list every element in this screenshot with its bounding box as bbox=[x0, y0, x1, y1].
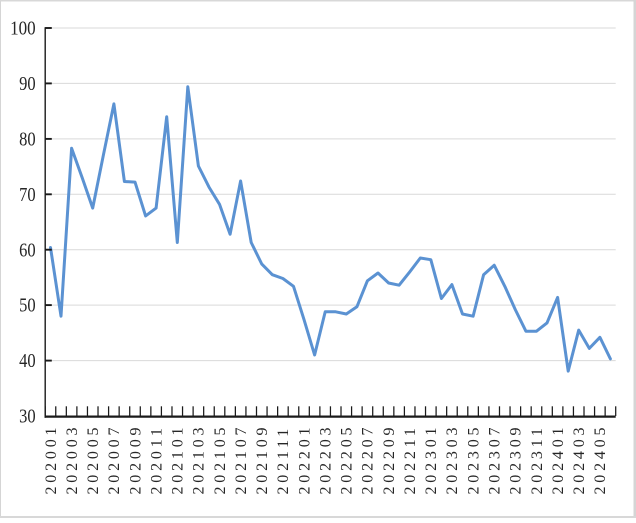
svg-text:202303: 202303 bbox=[444, 424, 461, 495]
svg-text:202211: 202211 bbox=[402, 424, 419, 494]
svg-text:202101: 202101 bbox=[170, 424, 187, 495]
svg-text:60: 60 bbox=[19, 239, 36, 261]
svg-text:70: 70 bbox=[19, 184, 36, 206]
svg-text:202203: 202203 bbox=[318, 424, 335, 495]
svg-text:202209: 202209 bbox=[381, 424, 398, 495]
svg-text:202003: 202003 bbox=[64, 424, 81, 495]
svg-text:202007: 202007 bbox=[106, 424, 123, 495]
svg-text:202103: 202103 bbox=[191, 424, 208, 495]
svg-text:30: 30 bbox=[19, 406, 36, 428]
svg-text:202301: 202301 bbox=[423, 424, 440, 495]
svg-text:202011: 202011 bbox=[148, 424, 165, 494]
svg-text:202001: 202001 bbox=[43, 424, 60, 495]
svg-text:202009: 202009 bbox=[127, 424, 144, 495]
svg-text:202207: 202207 bbox=[360, 424, 377, 495]
svg-text:50: 50 bbox=[19, 295, 36, 317]
svg-text:202111: 202111 bbox=[275, 425, 292, 495]
svg-text:40: 40 bbox=[19, 350, 36, 372]
svg-text:202205: 202205 bbox=[339, 424, 356, 495]
svg-text:202107: 202107 bbox=[233, 424, 250, 495]
svg-text:202305: 202305 bbox=[465, 424, 482, 495]
svg-text:202403: 202403 bbox=[571, 424, 588, 495]
svg-text:202109: 202109 bbox=[254, 424, 271, 495]
svg-text:100: 100 bbox=[10, 18, 36, 40]
svg-text:202401: 202401 bbox=[550, 424, 567, 495]
svg-text:202105: 202105 bbox=[212, 424, 229, 495]
svg-text:202405: 202405 bbox=[592, 424, 609, 495]
svg-text:202311: 202311 bbox=[529, 424, 546, 494]
svg-text:80: 80 bbox=[19, 129, 36, 151]
svg-text:202005: 202005 bbox=[85, 424, 102, 495]
svg-text:202309: 202309 bbox=[508, 424, 525, 495]
svg-text:90: 90 bbox=[19, 73, 36, 95]
svg-text:202201: 202201 bbox=[296, 424, 313, 495]
svg-text:202307: 202307 bbox=[487, 424, 504, 495]
